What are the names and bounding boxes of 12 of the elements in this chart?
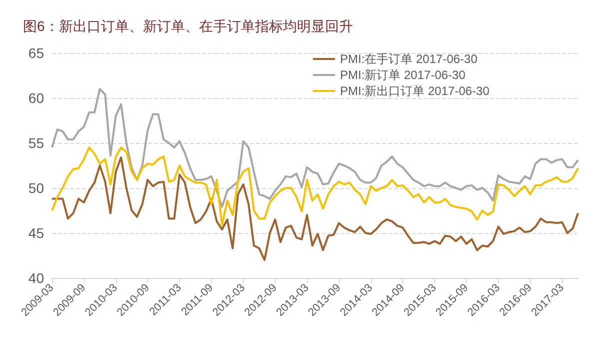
y-tick-label: 60 <box>28 90 44 106</box>
y-tick-label: 40 <box>28 270 44 286</box>
legend-label: PMI:新出口订单 2017-06-30 <box>340 84 490 98</box>
y-tick-label: 55 <box>28 135 44 151</box>
legend-label: PMI:新订单 2017-06-30 <box>340 68 466 82</box>
line-series <box>51 156 579 261</box>
legend-label: PMI:在手订单 2017-06-30 <box>340 52 478 66</box>
line-series <box>51 146 579 226</box>
y-tick-label: 65 <box>28 45 44 61</box>
y-tick-label: 45 <box>28 225 44 241</box>
y-tick-label: 50 <box>28 180 44 196</box>
chart-title: 图6：新出口订单、新订单、在手订单指标均明显回升 <box>23 18 353 34</box>
